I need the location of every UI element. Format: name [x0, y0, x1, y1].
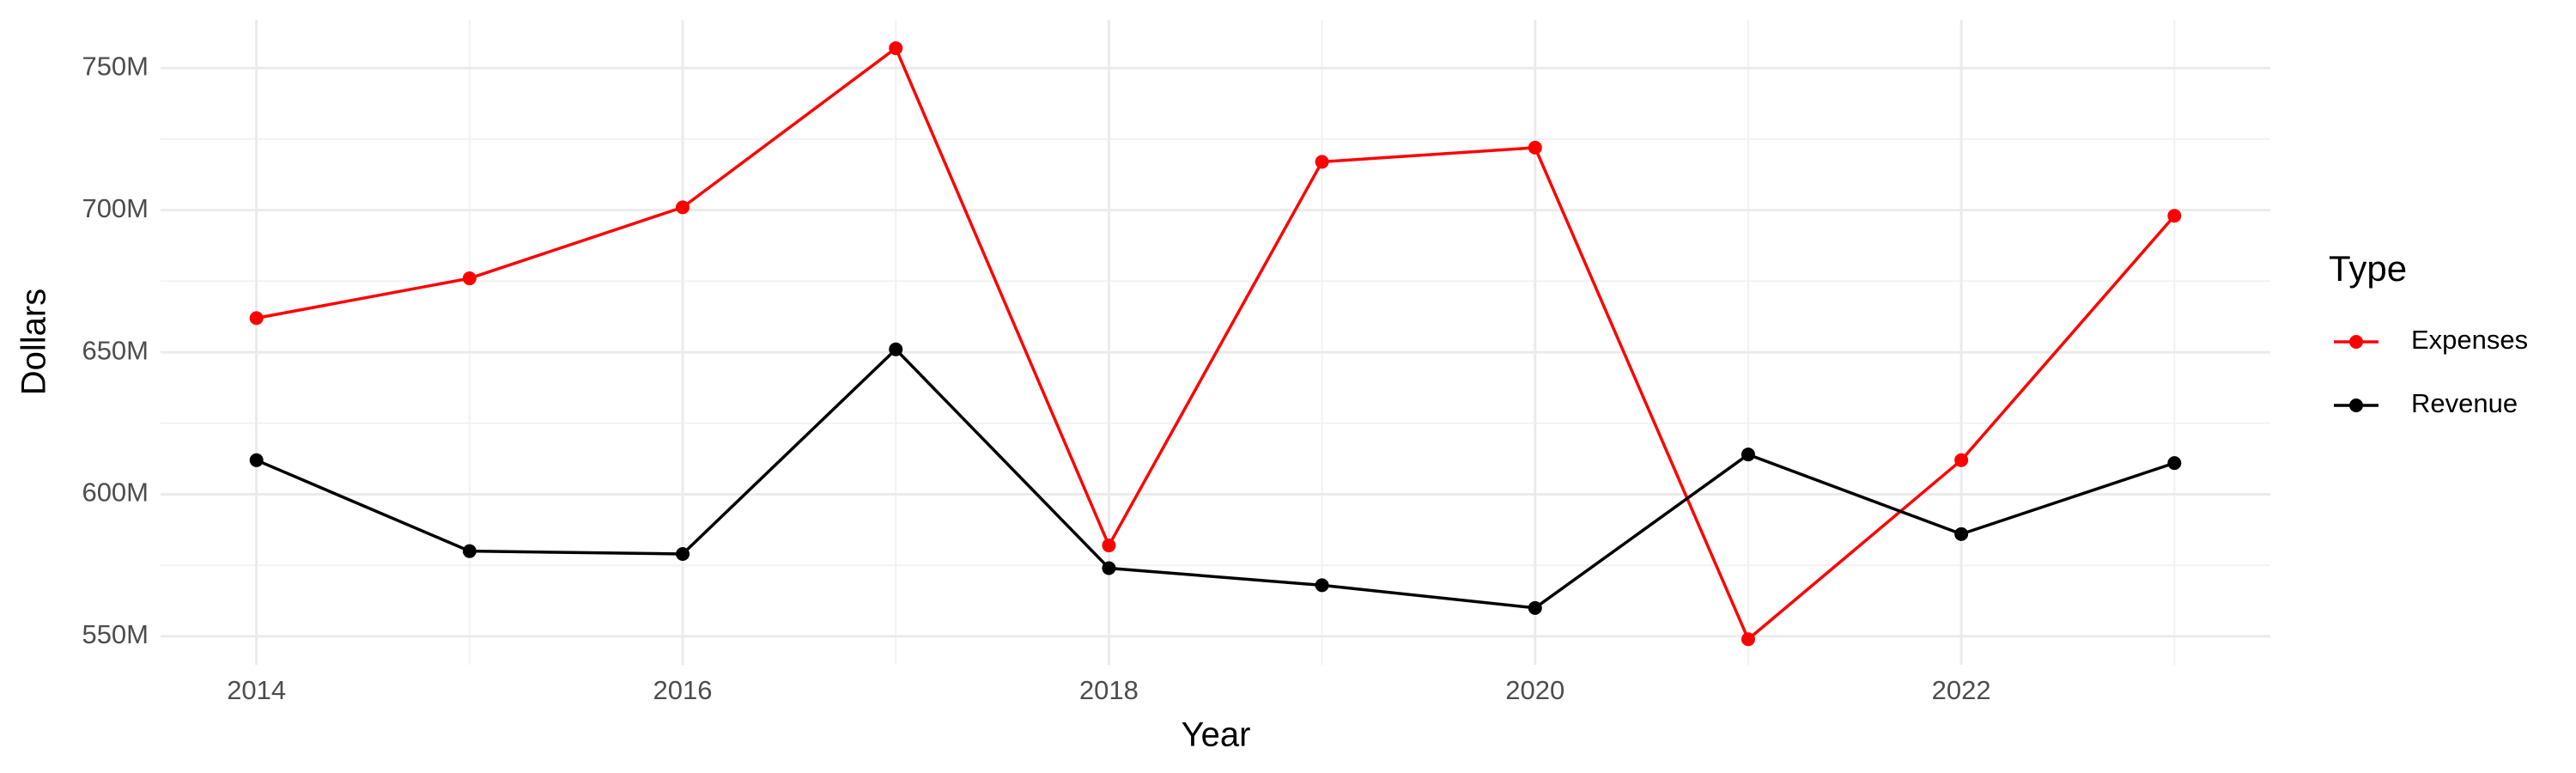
x-axis-title: Year: [1182, 716, 1251, 754]
x-tick-label: 2020: [1505, 675, 1564, 705]
data-point: [676, 546, 690, 561]
data-point: [1741, 447, 1755, 462]
data-point: [889, 41, 903, 56]
data-point: [1954, 526, 1969, 541]
data-point: [676, 200, 690, 215]
legend-swatch-point: [2349, 335, 2363, 349]
x-tick-label: 2022: [1932, 675, 1991, 705]
series-line: [255, 347, 2175, 610]
y-tick-label: 750M: [82, 51, 149, 81]
data-point: [1315, 578, 1329, 593]
x-tick-label: 2018: [1079, 675, 1139, 705]
data-point: [462, 271, 477, 286]
data-point: [1528, 600, 1542, 615]
legend-swatch-point: [2349, 399, 2363, 412]
legend-title: Type: [2329, 248, 2407, 289]
data-point: [2167, 456, 2182, 471]
y-axis-title: Dollars: [15, 289, 53, 395]
data-point: [462, 544, 477, 558]
data-point: [249, 311, 264, 326]
data-point: [249, 453, 264, 467]
legend-label: Revenue: [2411, 388, 2518, 418]
x-tick-label: 2016: [653, 675, 713, 705]
data-point: [1102, 539, 1116, 553]
data-point: [1528, 140, 1542, 155]
data-point: [1741, 632, 1755, 647]
legend-label: Expenses: [2411, 325, 2528, 355]
x-tick-label: 2014: [227, 675, 286, 705]
data-point: [1954, 453, 1969, 467]
y-tick-label: 600M: [82, 478, 149, 508]
data-point: [1102, 561, 1116, 575]
y-tick-label: 700M: [82, 193, 149, 223]
y-tick-label: 650M: [82, 335, 149, 365]
y-tick-label: 550M: [82, 619, 149, 649]
data-point: [1315, 155, 1329, 169]
series-line: [256, 46, 2176, 642]
data-point: [2167, 209, 2182, 223]
data-point: [889, 342, 903, 356]
